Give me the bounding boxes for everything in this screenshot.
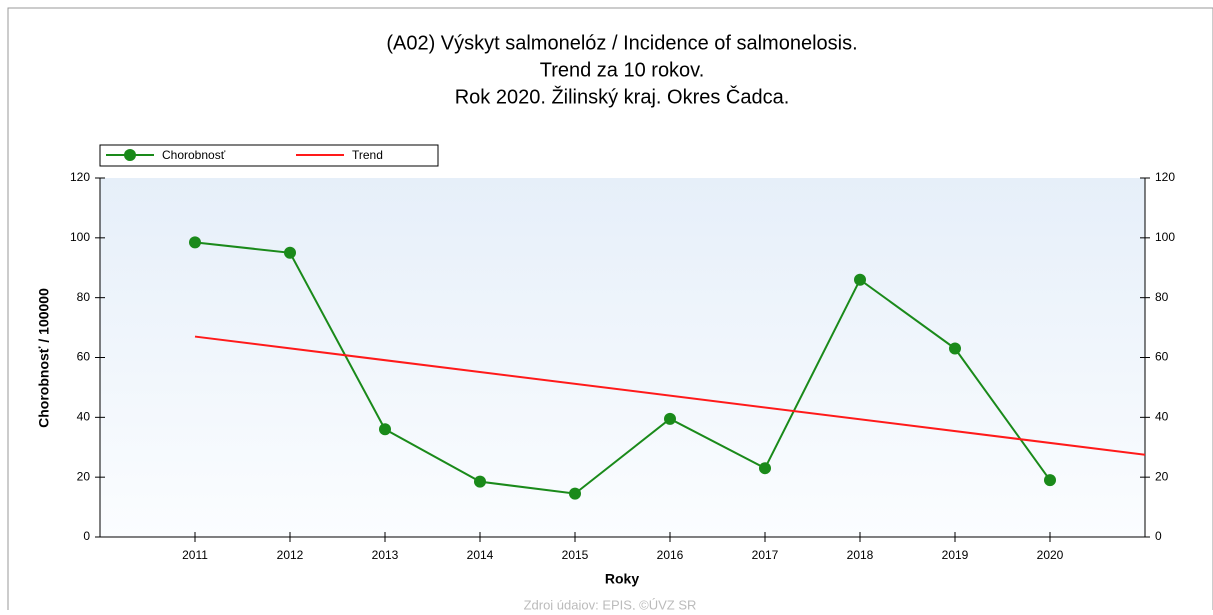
y2-tick-label: 0: [1155, 529, 1162, 543]
y-tick-label: 40: [77, 410, 91, 424]
data-point: [379, 423, 391, 436]
data-point: [474, 475, 486, 488]
x-tick-label: 2017: [752, 548, 779, 562]
data-point: [949, 342, 961, 355]
frame: [7, 7, 1213, 615]
x-tick-label: 2019: [942, 548, 969, 562]
y2-tick-label: 120: [1155, 170, 1175, 184]
chart-title: (A02) Výskyt salmonelóz / Incidence of s…: [386, 32, 857, 54]
y2-tick-label: 60: [1155, 350, 1169, 364]
y-tick-label: 60: [77, 350, 91, 364]
series-line: [194, 241, 1051, 495]
data-point: [854, 273, 866, 286]
chart-title: Rok 2020. Žilinský kraj. Okres Čadca.: [455, 85, 790, 108]
x-tick-label: 2014: [467, 548, 494, 562]
x-tick-label: 2011: [182, 548, 208, 562]
plot-area: [100, 178, 1145, 537]
data-point: [284, 246, 296, 259]
x-tick-label: 2020: [1037, 548, 1064, 562]
legend-box: [99, 144, 439, 167]
y2-tick-label: 20: [1155, 469, 1169, 483]
y2-tick-label: 80: [1155, 290, 1169, 304]
x-tick-label: 2018: [847, 548, 874, 562]
legend-label: Trend: [352, 148, 383, 162]
chart-title: Trend za 10 rokov.: [540, 59, 705, 81]
x-tick-label: 2015: [562, 548, 589, 562]
y-tick-label: 120: [70, 170, 90, 184]
legend-label: Chorobnosť: [162, 148, 226, 162]
data-point: [189, 236, 201, 249]
series-line: [194, 335, 1146, 456]
x-tick-label: 2012: [277, 548, 304, 562]
x-tick-label: 2016: [657, 548, 684, 562]
y2-tick-label: 40: [1155, 410, 1169, 424]
y-axis-label: Chorobnosť / 100000: [36, 288, 52, 428]
y-tick-label: 80: [77, 290, 91, 304]
data-point: [1044, 474, 1056, 487]
data-point: [759, 462, 771, 475]
data-point: [664, 412, 676, 425]
y-tick-label: 0: [83, 529, 90, 543]
y-tick-label: 100: [70, 230, 90, 244]
y-tick-label: 20: [77, 469, 91, 483]
y2-tick-label: 100: [1155, 230, 1175, 244]
legend-marker: [124, 149, 136, 161]
source: Zdroj údajov: EPIS, ©ÚVZ SR: [524, 597, 697, 610]
x-axis-label: Roky: [605, 571, 639, 587]
data-point: [569, 487, 581, 500]
x-tick-label: 2013: [372, 548, 399, 562]
